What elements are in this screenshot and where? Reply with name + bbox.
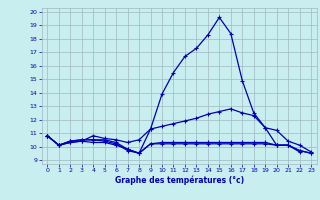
- X-axis label: Graphe des températures (°c): Graphe des températures (°c): [115, 176, 244, 185]
